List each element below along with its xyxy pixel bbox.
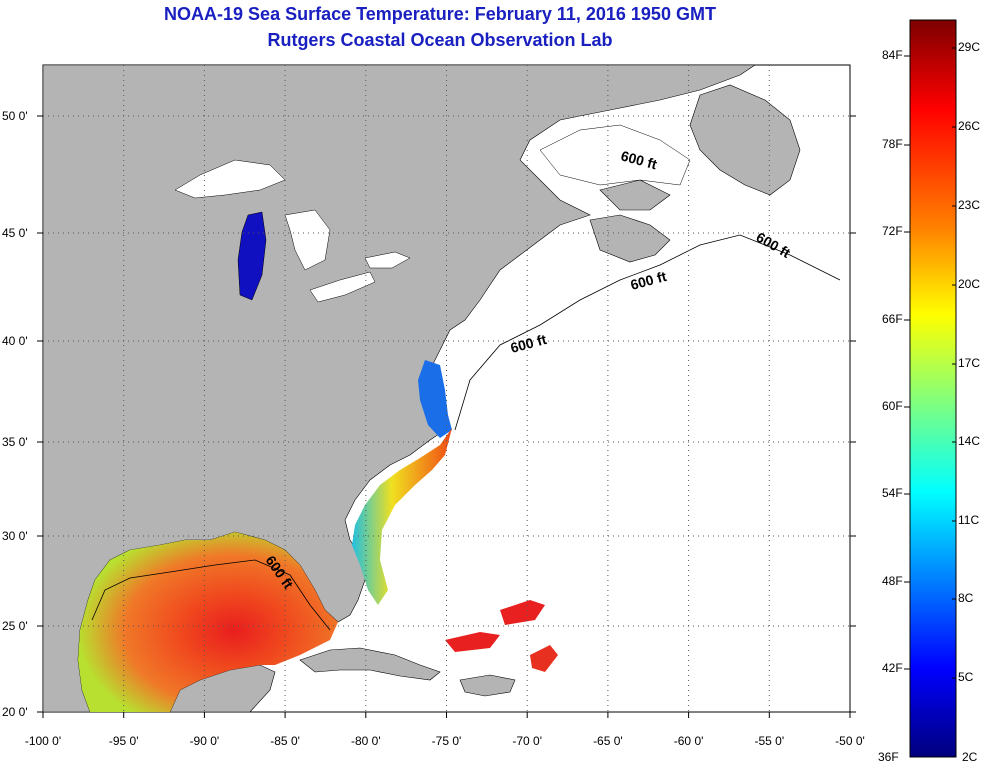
axis-ticks: -100 0' -95 0' -90 0' -85 0' -80 0' -75 0' -70…	[2, 109, 865, 748]
colorbar-f-label: 36F	[878, 750, 899, 764]
colorbar-c-label: 17C	[958, 356, 981, 370]
land-hispaniola	[459, 674, 516, 697]
colorbar-c-label: 5C	[958, 670, 974, 684]
map-subtitle: Rutgers Coastal Ocean Observation Lab	[267, 30, 613, 50]
colorbar-ticks	[904, 47, 956, 679]
lat-tick-label: 20 0'	[2, 705, 28, 719]
colorbar-f-label: 66F	[882, 312, 903, 326]
lat-tick-label: 25 0'	[2, 619, 28, 633]
gulf-st-lawrence	[539, 124, 691, 186]
colorbar-c-label: 23C	[958, 198, 981, 212]
land-nova-scotia	[589, 214, 671, 263]
contour-600ft-gulf	[91, 559, 331, 631]
lon-tick-label: -85 0'	[270, 734, 300, 748]
lake-michigan	[237, 211, 267, 301]
lon-tick-label: -55 0'	[754, 734, 784, 748]
lon-tick-label: -70 0'	[512, 734, 542, 748]
colorbar-f-label: 78F	[882, 137, 903, 151]
colorbar-f-label: 84F	[882, 48, 903, 62]
sst-chesapeake	[418, 360, 452, 438]
lat-tick-label: 35 0'	[2, 435, 28, 449]
lon-tick-label: -95 0'	[109, 734, 139, 748]
lat-tick-label: 40 0'	[2, 334, 28, 348]
colorbar-f-label: 60F	[882, 399, 903, 413]
lon-tick-label: -75 0'	[432, 734, 462, 748]
colorbar-c-label: 2C	[962, 750, 978, 764]
lon-tick-label: -60 0'	[674, 734, 704, 748]
lat-tick-label: 45 0'	[2, 226, 28, 240]
lon-tick-label: -65 0'	[593, 734, 623, 748]
land-gaspe	[599, 179, 671, 211]
colorbar-c-label: 20C	[958, 277, 981, 291]
sst-gulf-of-mexico	[78, 532, 338, 712]
colorbar-c-label: 11C	[958, 513, 980, 527]
land-cuba	[299, 647, 441, 681]
lon-tick-label: -90 0'	[190, 734, 220, 748]
sst-patch-1	[445, 632, 500, 652]
sst-gulf-stream	[352, 428, 452, 605]
lon-tick-label: -50 0'	[835, 734, 865, 748]
colorbar-c-label: 8C	[958, 591, 974, 605]
lon-tick-label: -80 0'	[351, 734, 381, 748]
map-title: NOAA-19 Sea Surface Temperature: Februar…	[164, 4, 716, 24]
land-newfoundland	[689, 84, 801, 196]
lon-tick-label: -100 0'	[25, 734, 61, 748]
colorbar-f-label: 48F	[882, 574, 903, 588]
colorbar-f-label: 42F	[882, 661, 903, 675]
colorbar-f-label: 54F	[882, 486, 903, 500]
lake-ontario	[364, 251, 411, 269]
lake-huron	[284, 209, 331, 271]
lat-tick-label: 30 0'	[2, 529, 28, 543]
colorbar-c-label: 29C	[958, 40, 981, 54]
sst-patch-2	[500, 600, 545, 625]
contour-600ft-northeast	[454, 234, 841, 431]
lat-tick-label: 50 0'	[2, 109, 28, 123]
lake-erie	[309, 271, 376, 303]
colorbar-f-label: 72F	[882, 224, 903, 238]
colorbar-c-label: 26C	[958, 119, 981, 133]
colorbar	[909, 19, 957, 758]
sst-patch-3	[530, 645, 558, 672]
colorbar-c-label: 14C	[958, 434, 981, 448]
